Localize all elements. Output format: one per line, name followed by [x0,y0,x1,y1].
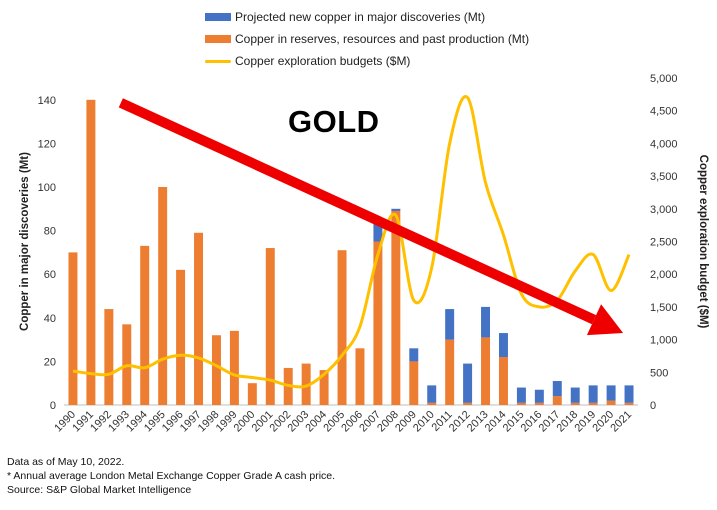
bar-projected [409,348,419,362]
bar-projected [570,387,580,403]
y2-tick-label: 1,500 [650,302,678,314]
bar-reserves [68,252,78,405]
bar-projected [463,363,473,403]
bar-reserves [229,330,239,405]
y2-tick-label: 4,000 [650,138,678,150]
bar-projected [445,309,455,340]
bar-projected [373,224,383,242]
bar-reserves [445,339,455,405]
bar-reserves [265,248,275,405]
bar-projected [624,385,634,403]
legend-label-reserves: Copper in reserves, resources and past p… [235,32,530,46]
bar-reserves [86,99,96,406]
bar-reserves [391,210,401,405]
bar-reserves [534,402,544,405]
bar-reserves [158,187,168,405]
bar-reserves [247,383,257,405]
y2-tick-label: 4,500 [650,106,678,118]
bar-reserves [211,335,221,405]
legend-label-budget: Copper exploration budgets ($M) [235,54,411,68]
bar-reserves [373,241,383,405]
bar-projected [481,306,491,338]
legend-swatch-reserves [205,35,231,43]
footnote-source: Source: S&P Global Market Intelligence [7,484,192,496]
legend-item-projected: Projected new copper in major discoverie… [205,6,529,28]
y-tick-label: 120 [38,138,56,150]
y-tick-label: 100 [38,182,56,194]
legend-label-projected: Projected new copper in major discoverie… [235,10,486,24]
bar-reserves [355,348,365,405]
bar-projected [498,333,508,358]
bar-reserves [194,232,204,405]
y2-tick-label: 1,000 [650,335,678,347]
footnote-price: * Annual average London Metal Exchange C… [7,470,336,482]
bar-projected [391,208,401,211]
y2-tick-label: 2,500 [650,237,678,249]
x-tick-label: 2021 [608,409,634,435]
bar-reserves [104,309,114,405]
bar-projected [606,385,616,401]
bar-projected [427,385,437,403]
bar-reserves [498,357,508,405]
legend-swatch-projected [205,13,231,21]
bar-reserves [140,245,150,405]
legend-swatch-budget [205,59,231,63]
y2-tick-label: 3,500 [650,171,678,183]
y-tick-label: 140 [38,95,56,107]
legend-item-budget: Copper exploration budgets ($M) [205,50,529,72]
bar-reserves [516,402,526,405]
bar-reserves [176,269,186,405]
bar-projected [534,389,544,403]
trend-arrow-shaft [118,98,597,325]
trend-arrow-head [586,304,624,336]
bar-reserves [463,402,473,405]
budget-line [72,95,631,389]
legend-item-reserves: Copper in reserves, resources and past p… [205,28,529,50]
y-tick-label: 80 [44,226,56,238]
y2-tick-label: 0 [650,400,656,412]
y2-tick-label: 500 [650,367,668,379]
bar-projected [552,381,562,397]
y-tick-label: 0 [50,400,56,412]
bar-reserves [606,400,616,405]
y2-axis-title: Copper exploration budget ($M) [697,155,709,329]
bar-reserves [427,402,437,405]
bar-reserves [481,337,491,405]
y2-tick-label: 3,000 [650,204,678,216]
y-tick-label: 40 [44,313,56,325]
bar-reserves [552,396,562,405]
bar-reserves [337,250,347,405]
bar-reserves [409,361,419,405]
footnotes: Data as of May 10, 2022. * Annual averag… [7,455,335,497]
y-axis-title: Copper in major discoveries (Mt) [19,152,31,331]
footnote-date: Data as of May 10, 2022. [7,456,125,468]
chart-legend: Projected new copper in major discoverie… [205,6,529,72]
y2-tick-label: 2,000 [650,269,678,281]
bar-reserves [588,402,598,405]
gold-annotation: GOLD [288,104,380,139]
y2-tick-label: 5,000 [650,73,678,85]
bar-reserves [319,370,329,405]
bar-reserves [624,402,634,405]
bar-projected [516,387,526,403]
bar-reserves [301,363,311,405]
y-tick-label: 20 [44,356,56,368]
y-tick-label: 60 [44,269,56,281]
bar-projected [588,385,598,403]
bar-reserves [570,402,580,405]
